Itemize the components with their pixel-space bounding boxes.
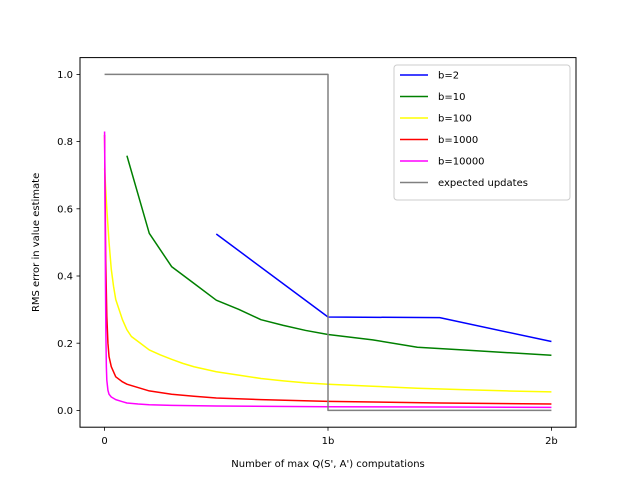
y-tick-label-2: 0.4 xyxy=(57,272,73,283)
x-tick-label-1: 1b xyxy=(322,436,335,447)
y-tick-label-3: 0.6 xyxy=(57,204,73,215)
legend-label-3: b=1000 xyxy=(438,135,478,146)
legend-label-2: b=100 xyxy=(438,114,472,125)
ticks-layer: 0 1b 2b 0.0 0.2 0.4 0.6 0.8 1.0 xyxy=(57,70,558,447)
series-line-1 xyxy=(126,155,552,357)
legend-label-1: b=10 xyxy=(438,92,465,103)
legend-label-4: b=10000 xyxy=(438,157,485,168)
series-line-2 xyxy=(103,168,552,393)
y-tick-label-1: 0.2 xyxy=(57,339,73,350)
x-tick-label-2: 2b xyxy=(545,436,558,447)
y-tick-label-4: 0.8 xyxy=(57,137,73,148)
series-line-4 xyxy=(103,131,552,409)
x-tick-label-0: 0 xyxy=(101,436,107,447)
series-layer xyxy=(103,73,552,412)
y-tick-label-5: 1.0 xyxy=(57,70,73,81)
x-axis-label: Number of max Q(S', A') computations xyxy=(231,459,425,470)
legend-box xyxy=(393,64,571,201)
legend: b=2 b=10 b=100 b=1000 b=10000 expected update… xyxy=(393,64,571,201)
series-line-3 xyxy=(103,134,552,405)
y-axis-label: RMS error in value estimate xyxy=(31,173,42,312)
legend-label-0: b=2 xyxy=(438,71,459,82)
series-line-0 xyxy=(215,233,552,343)
legend-label-5: expected updates xyxy=(438,178,528,189)
series-line-5 xyxy=(104,73,552,412)
y-tick-label-0: 0.0 xyxy=(57,406,73,417)
